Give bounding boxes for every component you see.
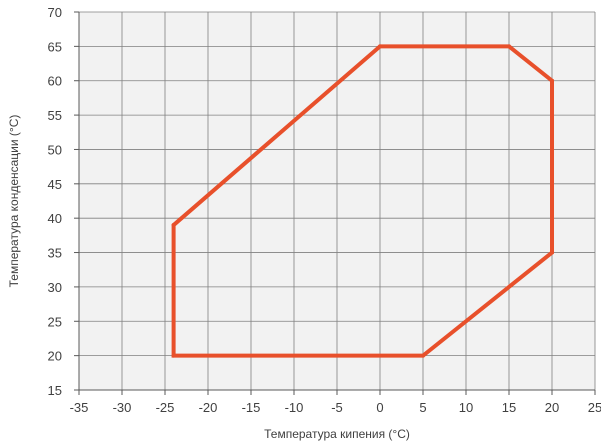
y-axis-ticks: 15 20 25 30 35 40 45 50 55 60 65 70 [48,5,79,398]
envelope-vertex [378,44,382,49]
envelope-vertex [507,44,511,49]
y-tick-label: 50 [48,142,62,157]
x-tick-label: -30 [113,400,132,415]
envelope-vertex [171,223,176,228]
envelope-vertex [421,353,425,358]
x-axis-ticks: -35 -30 -25 -20 -15 -10 -5 0 5 10 15 20 25 [70,390,601,415]
y-tick-label: 45 [48,177,62,192]
y-tick-label: 35 [48,246,62,261]
series-layer [171,44,554,358]
envelope-outline [171,44,554,358]
x-tick-label: 5 [419,400,426,415]
x-tick-label: -15 [242,400,261,415]
x-tick-label: -25 [156,400,175,415]
x-tick-label: 0 [376,400,383,415]
x-tick-label: 25 [588,400,601,415]
y-tick-label: 70 [48,5,62,20]
y-tick-label: 40 [48,211,62,226]
y-axis-title: Температура конденсации (°C) [7,115,21,288]
x-tick-label: -20 [199,400,218,415]
envelope-vertex [550,78,554,83]
x-tick-label: 10 [459,400,473,415]
y-tick-label: 60 [48,74,62,89]
envelope-vertex [171,353,176,358]
envelope-vertex [550,250,554,255]
y-tick-label: 65 [48,39,62,54]
y-tick-label: 25 [48,314,62,329]
x-axis-title: Температура кипения (°C) [264,427,410,441]
x-tick-label: 15 [502,400,516,415]
x-tick-label: -10 [285,400,304,415]
y-tick-label: 20 [48,349,62,364]
y-tick-label: 15 [48,383,62,398]
x-tick-label: -5 [331,400,343,415]
x-tick-label: 20 [545,400,559,415]
x-tick-label: -35 [70,400,89,415]
y-tick-label: 30 [48,280,62,295]
y-tick-label: 55 [48,108,62,123]
